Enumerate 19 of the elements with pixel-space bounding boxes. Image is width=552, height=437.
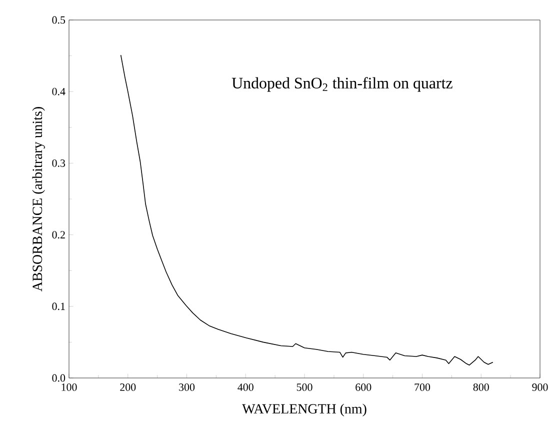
y-tick-label: 0.4 [52, 88, 66, 96]
y-tick-label: 0.3 [52, 159, 66, 167]
x-tick-label: 600 [356, 384, 372, 391]
x-tick-label: 500 [296, 384, 312, 391]
x-tick-label: 300 [179, 384, 195, 391]
x-tick-label: 100 [62, 384, 77, 391]
y-tick-label: 0.0 [52, 374, 66, 382]
x-tick-label: 400 [238, 384, 254, 391]
x-tick-label: 800 [473, 384, 489, 391]
x-tick-label: 700 [414, 384, 430, 391]
annotation: Undoped SnO$_{2}$ thin-film on quartz [232, 77, 452, 92]
x-axis-title: WAVELENGTH (nm) [242, 404, 366, 416]
y-tick-label: 0.1 [52, 302, 65, 310]
x-tick-label: 200 [120, 384, 136, 391]
x-tick-label: 900 [532, 384, 548, 391]
line-series [120, 54, 494, 366]
y-axis-title: ABSORBANCE (arbitrary units) [32, 107, 45, 292]
y-tick-label: 0.5 [52, 16, 66, 24]
y-tick-label: 0.2 [52, 231, 65, 239]
